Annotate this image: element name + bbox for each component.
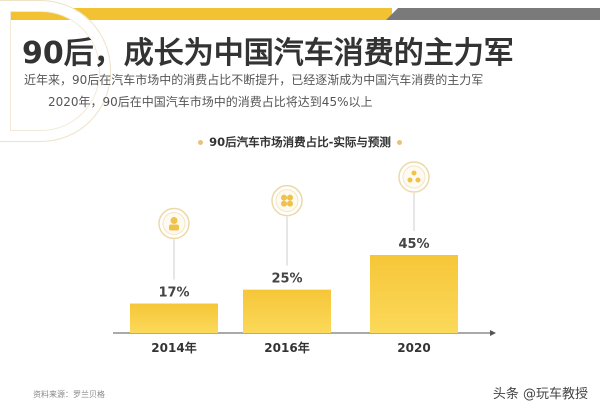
subtitle-line-2: 2020年，90后在中国汽车市场中的消费占比将达到45%以上 [48, 95, 373, 109]
bar-1 [243, 289, 331, 333]
value-label: 25% [271, 272, 302, 287]
source-note: 资料来源：罗兰贝格 [33, 390, 105, 399]
group-icon-inner [275, 189, 299, 213]
group-dot [287, 200, 293, 207]
person-head [170, 217, 178, 225]
x-tick-label: 2020 [397, 341, 430, 355]
page-title: 90后，成长为中国汽车消费的主力军 [22, 36, 514, 71]
group-dot [281, 200, 287, 207]
bar-0 [130, 303, 218, 333]
chart-title-text: 90后汽车市场消费占比-实际与预测 [209, 135, 391, 149]
network-node [407, 177, 413, 183]
network-node [415, 177, 421, 183]
watermark: 头条 @玩车教授 [492, 387, 588, 402]
value-label: 17% [158, 286, 189, 301]
bullet-icon [396, 140, 402, 145]
header-band-yellow [0, 8, 392, 20]
header-band-gray [386, 8, 600, 20]
network-icon-inner [402, 165, 426, 189]
x-tick-label: 2016年 [264, 340, 309, 355]
group-dot [287, 194, 293, 201]
x-axis-arrow-icon [490, 330, 496, 336]
value-label: 45% [398, 237, 429, 252]
subtitle-line-1: 近年来，90后在汽车市场中的消费占比不断提升，已经逐渐成为中国汽车消费的主力军 [24, 73, 484, 87]
group-dot [281, 194, 287, 201]
network-node [411, 170, 417, 176]
person-body [169, 224, 179, 231]
chart-title: 90后汽车市场消费占比-实际与预测 [0, 134, 600, 150]
bullet-icon [198, 140, 204, 145]
bar-2 [370, 255, 458, 333]
x-tick-label: 2014年 [151, 340, 196, 355]
